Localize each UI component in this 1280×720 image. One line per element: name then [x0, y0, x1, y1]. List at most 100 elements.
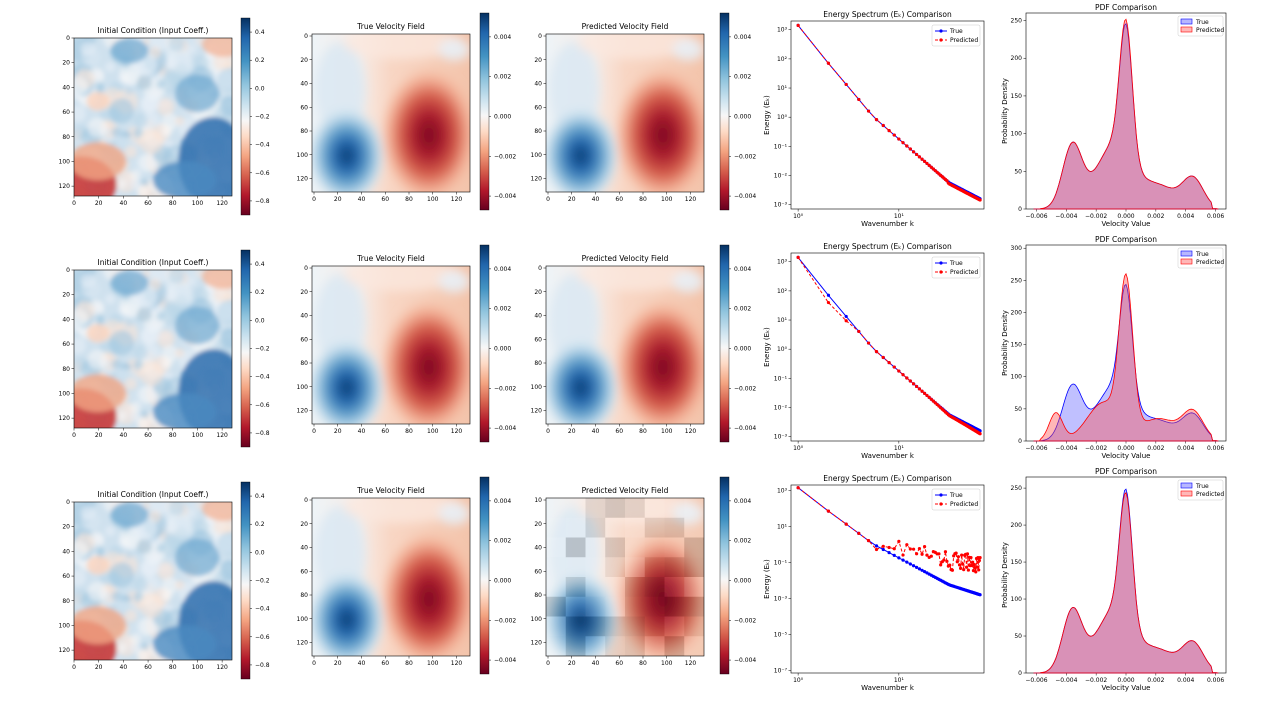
y-tick-label: 250	[1011, 485, 1023, 492]
initial-texture-cell	[108, 98, 135, 124]
initial-blue-region	[175, 538, 220, 577]
predicted-pdf-area	[1033, 272, 1219, 442]
velocity-heatmap	[312, 498, 470, 656]
x-tick-label: 10⁰	[793, 213, 804, 220]
field-top-region	[343, 34, 464, 60]
initial-texture-cell	[142, 575, 160, 594]
colorbar-tick-label: 0.002	[494, 74, 511, 81]
initial-texture-cell	[105, 61, 116, 73]
predicted-energy-series-marker	[942, 558, 946, 562]
true-velocity-panel: True Velocity Field 0 20 40 60 80 100 120 0 20 40 6…	[297, 476, 516, 675]
predicted-energy-series-marker	[977, 568, 981, 572]
initial-texture-cell	[179, 289, 195, 305]
legend-pred-label: Predicted	[950, 501, 978, 508]
initial-texture-cell	[161, 577, 179, 595]
initial-texture-cell	[80, 505, 96, 521]
colorbar-tick-label: −0.002	[494, 385, 516, 392]
block-artifact	[625, 616, 645, 637]
y-tick-label: 80	[62, 366, 70, 373]
y-tick-label: 10⁻²	[774, 172, 788, 179]
colorbar-tick-label: 0.000	[734, 113, 751, 120]
initial-texture-cell	[156, 330, 175, 349]
y-tick-label: 60	[62, 341, 70, 348]
initial-texture-cell	[175, 116, 185, 126]
block-artifact	[546, 636, 566, 656]
velocity-heatmap	[312, 266, 470, 424]
predicted-energy-series-marker	[796, 23, 800, 27]
predicted-energy-series-marker	[943, 550, 948, 554]
block-artifact	[664, 537, 685, 558]
energy-frame	[790, 484, 985, 674]
colorbar-tick-label: −0.004	[734, 425, 756, 432]
legend-pred-marker	[939, 270, 943, 274]
legend-true-label: True	[1195, 251, 1209, 258]
colorbar-tick-label: 0.4	[255, 261, 265, 268]
initial-blue-region	[110, 502, 149, 528]
colorbar-tick-label: −0.8	[255, 198, 270, 205]
y-tick-label: 0	[304, 33, 308, 40]
positive-vortex	[312, 572, 385, 656]
predicted-energy-series-marker	[796, 255, 800, 259]
y-tick-label: 20	[534, 289, 542, 296]
y-tick-label: 50	[1014, 633, 1022, 640]
block-artifact	[625, 537, 645, 558]
field-blobs	[312, 266, 470, 424]
x-tick-label: 80	[169, 200, 177, 207]
x-tick-label: 40	[120, 200, 128, 207]
x-tick-label: 20	[95, 664, 103, 671]
initial-colorbar	[240, 17, 251, 216]
initial-texture-cell	[125, 86, 134, 95]
block-artifact	[605, 498, 625, 518]
legend-pred-label: Predicted	[1196, 259, 1224, 266]
initial-texture-cell	[117, 643, 127, 653]
predicted-energy-series-marker	[950, 568, 955, 572]
colorbar-tick-label: −0.004	[734, 657, 756, 664]
initial-texture-cell	[80, 41, 96, 57]
x-tick-label: 0	[72, 200, 76, 207]
y-tick-label: 40	[534, 313, 542, 320]
predicted-energy-series-marker	[971, 560, 975, 564]
predicted-energy-series-marker	[887, 545, 891, 550]
colorbar-tick-label: 0.000	[494, 345, 511, 352]
x-tick-label: 0.006	[1207, 213, 1224, 220]
initial-texture-cell	[105, 525, 116, 537]
colorbar-tick-label: 0.004	[734, 498, 751, 505]
block-artifact	[585, 537, 606, 558]
predicted-energy-series-marker	[881, 123, 885, 128]
true-energy-series-marker	[892, 553, 896, 557]
x-tick-label: 60	[615, 196, 623, 203]
field-blobs	[312, 34, 470, 192]
x-tick-label: 100	[427, 660, 439, 667]
colorbar-tick-label: 0.2	[255, 521, 265, 528]
predicted-energy-series-marker	[914, 384, 919, 389]
x-tick-label: 80	[639, 428, 647, 435]
initial-red-region	[74, 606, 127, 645]
legend-true-label: True	[1195, 483, 1209, 490]
predicted-energy-series-marker	[844, 319, 848, 323]
field-frame	[311, 265, 471, 425]
y-tick-label: 200	[1011, 55, 1023, 62]
y-tick-label: 40	[534, 545, 542, 552]
x-tick-label: −0.002	[1085, 677, 1107, 684]
x-tick-label: −0.006	[1025, 213, 1047, 220]
block-artifact	[546, 616, 566, 637]
energy-spectrum-panel: Energy Spectrum (Eₖ) Comparison 10³ 10² 10¹…	[763, 242, 985, 460]
colorbar-tick-label: −0.004	[494, 193, 516, 200]
x-tick-label: 20	[334, 196, 342, 203]
predicted-energy-series-marker	[897, 369, 901, 373]
y-tick-label: 80	[300, 360, 308, 367]
true-energy-series-marker	[897, 556, 901, 560]
row-3: Initial Condition (Input Coeff.) 0 20 40 60 8…	[59, 467, 1227, 692]
initial-texture-cell	[139, 128, 164, 154]
field-top-region	[672, 502, 704, 525]
y-tick-label: 40	[300, 545, 308, 552]
predicted-energy-series-marker	[937, 552, 941, 556]
x-tick-label: 40	[358, 660, 366, 667]
field-blobs	[546, 34, 704, 192]
y-tick-label: 50	[1014, 168, 1022, 175]
predicted-energy-series-marker	[826, 61, 831, 65]
block-artifact	[585, 636, 606, 656]
y-tick-label: 40	[62, 548, 70, 555]
initial-condition-panel: Initial Condition (Input Coeff.) 0 20 40 60 8…	[59, 17, 270, 216]
colorbar-tick-label: 0.004	[494, 498, 511, 505]
